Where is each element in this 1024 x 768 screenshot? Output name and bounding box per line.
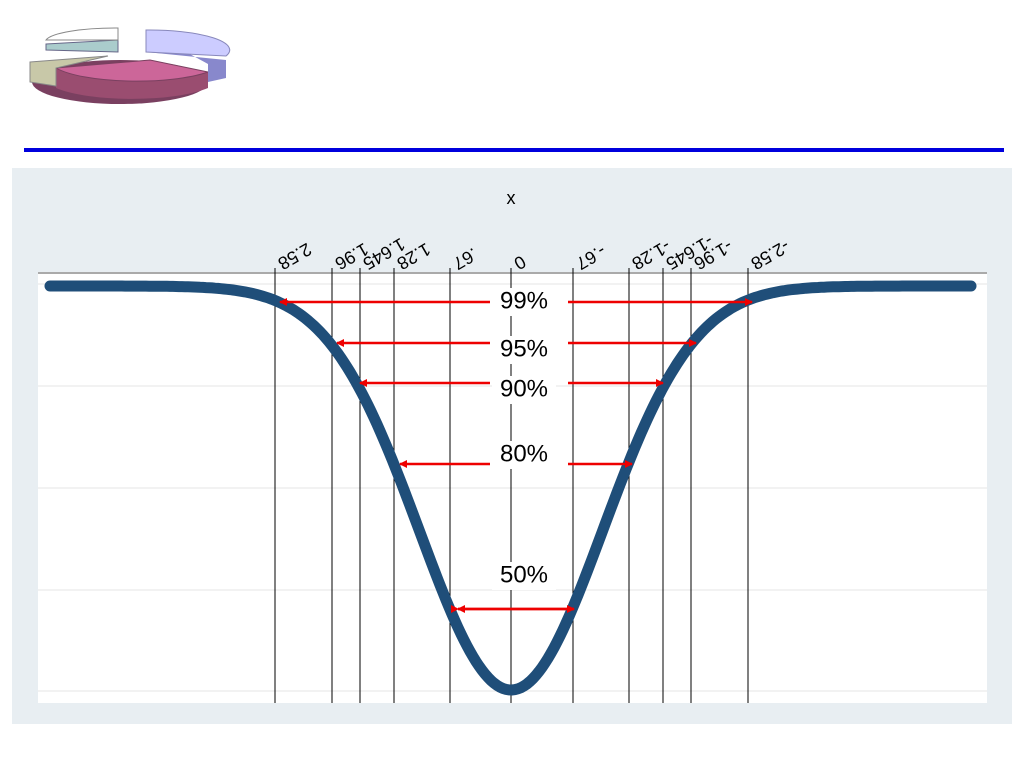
label-bg (492, 376, 556, 404)
label-bg (492, 336, 556, 364)
interval-label: 50% (500, 561, 548, 588)
interval-label: 99% (500, 287, 548, 314)
interval-label: 95% (500, 335, 548, 362)
label-bg (492, 288, 556, 316)
interval-label: 80% (500, 440, 548, 467)
pie-icon (29, 27, 231, 104)
interval-label: 90% (500, 375, 548, 402)
title-rule (24, 148, 1004, 152)
axis-label: x (507, 188, 516, 208)
label-bg (492, 562, 556, 590)
curve (44, 280, 977, 696)
label-bg (492, 441, 556, 469)
